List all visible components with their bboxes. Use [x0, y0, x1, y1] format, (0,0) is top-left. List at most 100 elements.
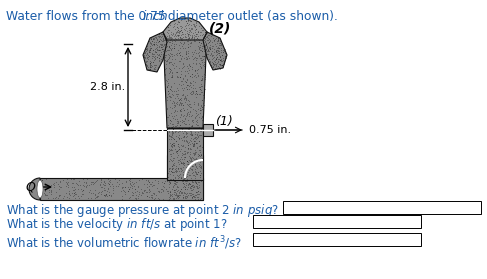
Point: [127, 183, 134, 187]
Point: [189, 170, 197, 174]
Point: [143, 194, 151, 198]
Point: [198, 118, 206, 122]
Point: [208, 46, 216, 51]
Point: [159, 49, 167, 53]
Point: [190, 171, 198, 175]
Point: [165, 91, 173, 95]
Point: [173, 33, 181, 38]
Point: [174, 33, 182, 38]
Point: [157, 32, 165, 36]
Point: [140, 55, 148, 59]
Point: [172, 169, 180, 174]
Point: [216, 66, 224, 71]
Point: [173, 100, 181, 104]
Point: [176, 53, 184, 58]
Point: [194, 73, 202, 78]
Point: [156, 47, 164, 52]
Point: [145, 50, 153, 54]
Point: [188, 192, 196, 196]
Point: [159, 37, 167, 41]
Point: [145, 184, 153, 189]
Point: [192, 110, 200, 115]
Point: [143, 182, 150, 186]
Point: [173, 173, 181, 177]
Point: [181, 129, 188, 134]
Point: [174, 192, 182, 197]
Point: [175, 136, 183, 141]
Point: [97, 191, 105, 196]
Point: [172, 42, 180, 46]
Point: [188, 164, 196, 168]
Point: [170, 155, 178, 160]
Point: [176, 158, 184, 163]
Point: [151, 54, 159, 59]
Point: [180, 176, 187, 180]
Point: [165, 60, 172, 64]
Point: [185, 127, 192, 131]
Point: [150, 36, 158, 40]
Point: [55, 184, 62, 188]
Point: [173, 119, 181, 123]
Point: [174, 19, 182, 23]
Point: [170, 137, 178, 141]
Point: [187, 132, 195, 136]
Point: [200, 54, 207, 59]
Point: [195, 39, 203, 44]
Point: [189, 90, 197, 95]
Point: [216, 35, 224, 40]
Point: [159, 46, 167, 51]
Point: [177, 36, 185, 41]
Point: [185, 158, 192, 162]
Point: [179, 178, 187, 182]
Point: [187, 133, 195, 137]
Point: [192, 180, 200, 184]
Point: [198, 59, 206, 64]
Point: [170, 34, 178, 38]
Point: [187, 173, 194, 177]
Point: [187, 110, 194, 114]
Point: [185, 62, 192, 67]
Point: [173, 194, 181, 198]
Point: [179, 46, 187, 50]
Point: [184, 176, 191, 181]
Point: [186, 156, 193, 161]
Point: [168, 148, 176, 152]
Point: [176, 159, 184, 163]
Point: [183, 57, 190, 61]
Point: [177, 136, 185, 140]
Point: [187, 41, 195, 46]
Point: [162, 66, 169, 71]
Point: [150, 49, 158, 53]
Point: [172, 164, 180, 169]
Point: [176, 75, 184, 80]
Point: [170, 110, 178, 115]
Point: [161, 46, 169, 50]
Point: [157, 35, 165, 39]
Point: [170, 197, 178, 201]
Point: [145, 52, 152, 57]
Point: [152, 62, 160, 67]
Point: [167, 146, 175, 151]
Point: [97, 177, 105, 182]
Point: [121, 185, 129, 189]
Point: [166, 97, 174, 102]
Point: [160, 185, 168, 189]
Point: [47, 191, 55, 196]
Point: [189, 61, 197, 66]
Point: [216, 55, 224, 60]
Point: [131, 186, 139, 191]
Point: [82, 184, 90, 189]
Point: [126, 185, 134, 189]
Point: [181, 148, 188, 153]
Point: [159, 188, 167, 193]
Point: [180, 160, 187, 165]
Point: [181, 135, 188, 140]
Point: [181, 185, 189, 189]
Point: [169, 163, 177, 167]
Point: [189, 178, 197, 182]
Point: [191, 108, 199, 112]
Point: [178, 109, 186, 113]
Point: [187, 131, 195, 135]
Point: [192, 95, 200, 99]
Point: [219, 56, 227, 61]
